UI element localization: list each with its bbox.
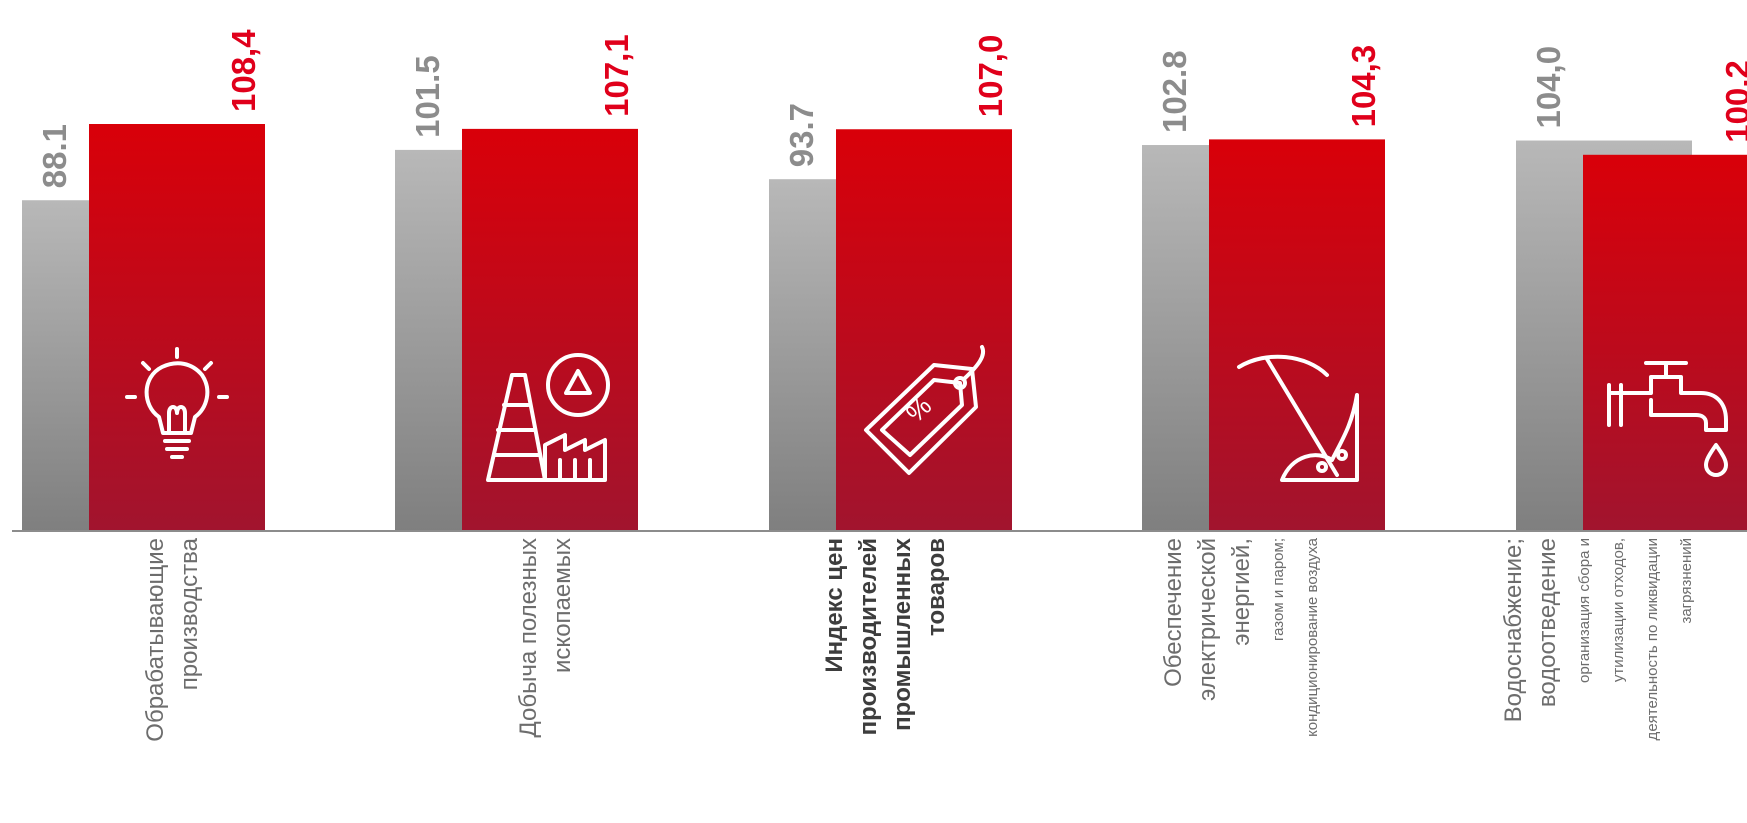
category-label-line: энергией, xyxy=(1228,538,1255,646)
category-label-line: Индекс цен xyxy=(821,538,848,673)
category-label-line: утилизации отходов, xyxy=(1610,538,1627,682)
category-label-line: Добыча полезных xyxy=(515,538,542,738)
category-label-line: Обрабатывающие xyxy=(142,538,169,742)
bar-cur-1 xyxy=(89,124,265,531)
lightbulb-icon xyxy=(125,347,229,459)
category-label-line: Обеспечение xyxy=(1160,538,1187,687)
value-label-cur-3: 107,0 xyxy=(972,35,1009,118)
category-label-1: Обрабатывающие производства xyxy=(142,537,203,741)
category-label-line: промышленных xyxy=(889,537,916,731)
category-label-line: загрязнений xyxy=(1678,538,1695,624)
category-label-4: Обеспечение электрической энергией, газом и… xyxy=(1160,537,1321,737)
value-label-cur-1: 108,4 xyxy=(225,29,262,112)
category-label-3: Индекс цен производителей промышленных това… xyxy=(821,537,950,735)
category-label-line: товаров xyxy=(923,538,950,636)
value-label-prev-4: 102.8 xyxy=(1156,50,1193,133)
category-label-line: производителей xyxy=(855,538,882,735)
category-label-line: водоотведение xyxy=(1534,538,1561,707)
category-label-line: газом и паром; xyxy=(1270,538,1287,641)
value-label-prev-5: 104,0 xyxy=(1530,46,1567,129)
category-label-line: производства xyxy=(176,537,203,690)
value-label-prev-2: 101.5 xyxy=(409,55,446,138)
category-label-line: организация сбора и xyxy=(1576,538,1593,683)
value-label-prev-3: 93.7 xyxy=(783,103,820,167)
water-tap-icon xyxy=(1607,361,1728,477)
pickaxe-icon xyxy=(1237,354,1359,482)
category-label-5: Водоснабжение; водоотведение организация с… xyxy=(1500,538,1695,740)
category-label-line: кондиционирование воздуха xyxy=(1304,537,1321,737)
category-label-line: Водоснабжение; xyxy=(1500,538,1527,722)
bar-cur-5 xyxy=(1583,154,1747,531)
category-label-line: электрической xyxy=(1194,538,1221,701)
category-label-2: Добыча полезных ископаемых xyxy=(515,538,576,738)
value-label-cur-5: 100,2 xyxy=(1719,60,1747,143)
value-label-cur-2: 107,1 xyxy=(598,34,635,117)
factory-recycle-icon xyxy=(486,353,610,482)
category-label-line: ископаемых xyxy=(549,538,576,673)
value-label-prev-1: 88.1 xyxy=(36,124,73,188)
value-label-cur-4: 104,3 xyxy=(1345,45,1382,128)
category-label-line: деятельность по ликвидации xyxy=(1644,538,1661,740)
bar-cur-3 xyxy=(836,129,1012,531)
